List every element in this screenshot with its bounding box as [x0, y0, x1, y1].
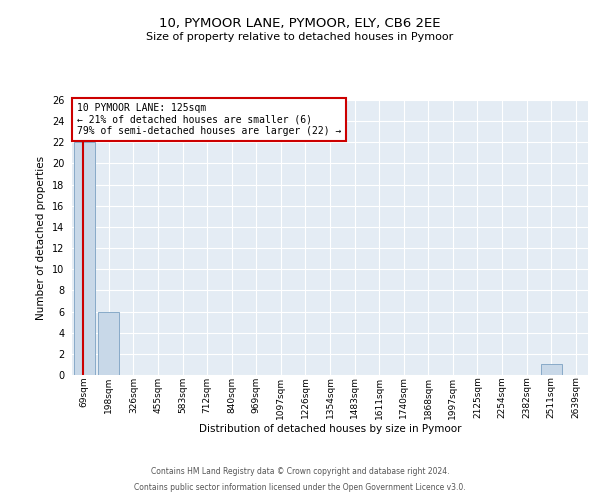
- Text: 10, PYMOOR LANE, PYMOOR, ELY, CB6 2EE: 10, PYMOOR LANE, PYMOOR, ELY, CB6 2EE: [159, 18, 441, 30]
- Text: 10 PYMOOR LANE: 125sqm
← 21% of detached houses are smaller (6)
79% of semi-deta: 10 PYMOOR LANE: 125sqm ← 21% of detached…: [77, 103, 341, 136]
- Text: Contains HM Land Registry data © Crown copyright and database right 2024.: Contains HM Land Registry data © Crown c…: [151, 467, 449, 476]
- Text: Size of property relative to detached houses in Pymoor: Size of property relative to detached ho…: [146, 32, 454, 42]
- Bar: [98, 312, 119, 375]
- Bar: [541, 364, 562, 375]
- Bar: [74, 142, 95, 375]
- X-axis label: Distribution of detached houses by size in Pymoor: Distribution of detached houses by size …: [199, 424, 461, 434]
- Y-axis label: Number of detached properties: Number of detached properties: [37, 156, 46, 320]
- Text: Contains public sector information licensed under the Open Government Licence v3: Contains public sector information licen…: [134, 484, 466, 492]
